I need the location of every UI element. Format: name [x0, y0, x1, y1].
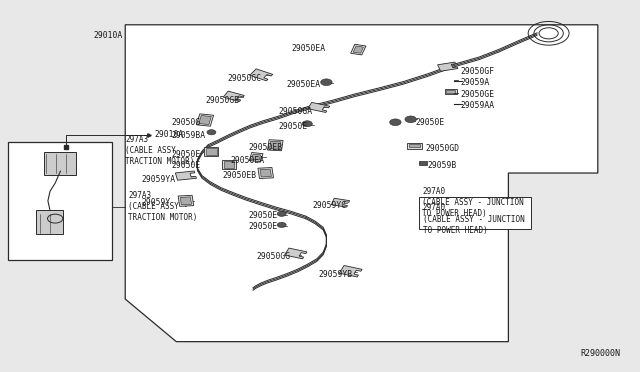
Bar — [204, 147, 218, 156]
Text: 29050GG: 29050GG — [256, 252, 291, 261]
Polygon shape — [223, 91, 244, 102]
Text: 29059AA: 29059AA — [461, 101, 495, 110]
Text: 297A0
(CABLE ASSY - JUNCTION
TO POWER HEAD): 297A0 (CABLE ASSY - JUNCTION TO POWER HE… — [423, 203, 525, 235]
Text: 29050E: 29050E — [248, 211, 278, 220]
Text: 29050GE: 29050GE — [461, 90, 495, 99]
Text: 29059A: 29059A — [461, 78, 490, 87]
Text: 29050EA: 29050EA — [230, 155, 265, 164]
Text: 29050E: 29050E — [278, 122, 308, 131]
Bar — [222, 160, 236, 169]
Bar — [410, 144, 420, 147]
Bar — [351, 44, 366, 55]
Text: 29050E: 29050E — [172, 150, 201, 159]
Text: 29059BA: 29059BA — [172, 131, 206, 141]
Text: 297A3
(CABLE ASSY -
TRACTION MOTOR): 297A3 (CABLE ASSY - TRACTION MOTOR) — [125, 135, 195, 166]
Text: 29050EB: 29050EB — [223, 171, 257, 180]
Polygon shape — [175, 171, 196, 180]
Bar — [199, 115, 211, 125]
Bar — [206, 148, 216, 155]
Text: 29050GD: 29050GD — [426, 144, 460, 153]
Polygon shape — [285, 248, 307, 259]
Bar — [353, 46, 364, 53]
Circle shape — [277, 222, 286, 228]
Text: 29050GF: 29050GF — [461, 67, 495, 76]
Circle shape — [277, 211, 286, 217]
Circle shape — [390, 119, 401, 126]
Bar — [178, 195, 194, 206]
Bar — [36, 210, 63, 234]
Bar — [196, 114, 214, 126]
Bar — [260, 169, 271, 177]
Bar — [180, 197, 191, 205]
Text: 29059B: 29059B — [428, 161, 456, 170]
Text: 29050GB: 29050GB — [205, 96, 239, 105]
Bar — [249, 153, 263, 162]
Text: 29059YC: 29059YC — [312, 201, 346, 210]
Circle shape — [405, 116, 417, 123]
Text: 29050EA: 29050EA — [287, 80, 321, 89]
Text: 29050G: 29050G — [172, 119, 201, 128]
Bar — [268, 140, 283, 151]
Text: R290000N: R290000N — [580, 349, 620, 358]
Text: 29050E: 29050E — [172, 161, 201, 170]
Bar — [419, 197, 531, 229]
Bar — [447, 90, 456, 93]
Text: 29050E: 29050E — [416, 118, 445, 127]
Polygon shape — [308, 102, 330, 112]
Text: 29050GA: 29050GA — [278, 108, 312, 116]
Circle shape — [321, 79, 332, 86]
Bar — [269, 141, 281, 149]
Polygon shape — [438, 62, 458, 71]
Circle shape — [302, 121, 312, 127]
Bar — [252, 154, 260, 160]
Text: —: — — [454, 100, 459, 109]
Text: 297A0
(CABLE ASSY - JUNCTION
TO POWER HEAD): 297A0 (CABLE ASSY - JUNCTION TO POWER HE… — [422, 187, 524, 218]
Polygon shape — [250, 69, 273, 81]
Text: 297A3
(CABLE ASSY -
TRACTION MOTOR): 297A3 (CABLE ASSY - TRACTION MOTOR) — [129, 191, 198, 222]
Text: —: — — [454, 89, 459, 98]
Bar — [44, 152, 76, 174]
Text: 29059YB: 29059YB — [319, 270, 353, 279]
Text: —: — — [454, 77, 459, 86]
Circle shape — [207, 130, 216, 135]
Text: 29010A: 29010A — [93, 31, 122, 41]
Polygon shape — [332, 198, 349, 207]
Bar — [408, 143, 422, 149]
Bar — [8, 141, 113, 260]
Bar — [224, 161, 234, 168]
Polygon shape — [339, 266, 362, 277]
Text: 29050EA: 29050EA — [291, 44, 325, 53]
Bar — [419, 161, 427, 164]
Text: 29059YA: 29059YA — [141, 175, 175, 184]
Text: 29010A: 29010A — [154, 130, 183, 140]
Text: 29059Y: 29059Y — [141, 198, 170, 207]
Text: 29050E: 29050E — [248, 222, 278, 231]
Bar — [445, 89, 458, 94]
Text: 29050GC: 29050GC — [227, 74, 262, 83]
Polygon shape — [125, 25, 598, 341]
Text: 29050EB: 29050EB — [248, 142, 283, 151]
Bar — [258, 167, 273, 179]
